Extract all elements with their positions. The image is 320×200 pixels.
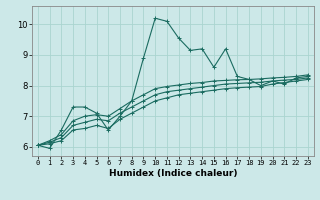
X-axis label: Humidex (Indice chaleur): Humidex (Indice chaleur): [108, 169, 237, 178]
